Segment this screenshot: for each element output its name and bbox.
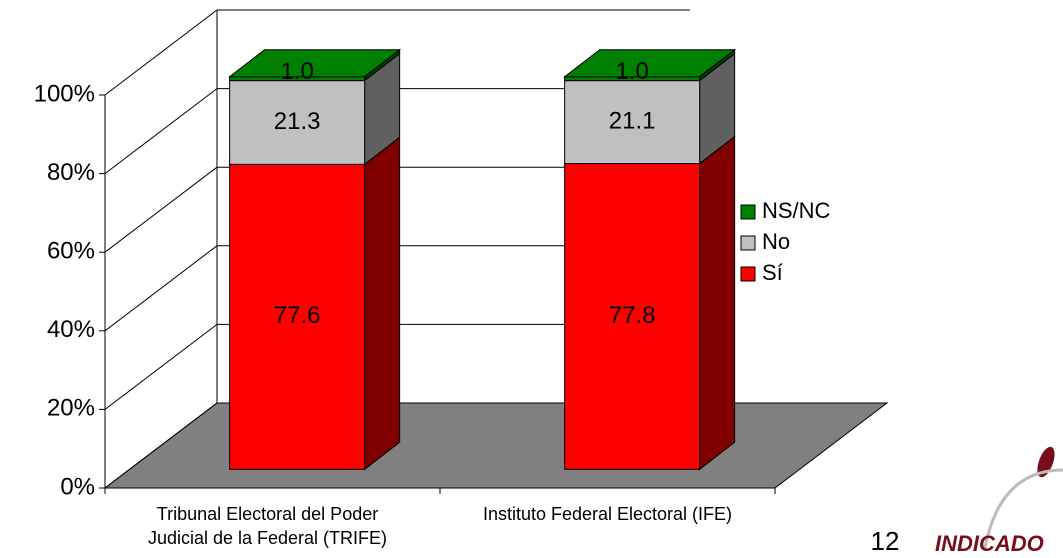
- bar: [564, 163, 701, 470]
- value-label: 21.1: [609, 107, 656, 134]
- wall-edge: [104, 402, 218, 489]
- y-tick-label: 0%: [60, 473, 95, 500]
- legend-swatch: [740, 266, 756, 282]
- legend-label: No: [762, 229, 790, 254]
- grid-line-side: [104, 9, 218, 96]
- floor: [103, 402, 889, 489]
- legend-label: Sí: [762, 260, 783, 285]
- value-label: 1.0: [280, 58, 313, 85]
- bar: [229, 80, 366, 165]
- bar-top: [563, 49, 737, 78]
- x-tick-label: Tribunal Electoral del Poder Judicial de…: [147, 504, 388, 548]
- legend-swatch: [740, 235, 756, 251]
- logo-mark: [1037, 446, 1055, 478]
- grid-line-side: [104, 88, 218, 174]
- legend-swatch: [740, 204, 756, 220]
- logo-text: INDICADO: [935, 531, 1044, 556]
- bar: [229, 163, 366, 470]
- value-label: 77.8: [609, 302, 656, 329]
- bar: [564, 80, 701, 165]
- bar-top: [228, 49, 402, 78]
- bar-side: [364, 136, 401, 471]
- grid-line-side: [104, 166, 218, 253]
- y-tick-label: 20%: [47, 395, 95, 422]
- page-number: 12: [871, 526, 900, 556]
- y-tick-label: 40%: [47, 316, 95, 343]
- grid-line-side: [104, 245, 218, 332]
- y-tick-label: 60%: [47, 238, 95, 265]
- grid-line-side: [104, 324, 218, 410]
- y-tick-label: 80%: [47, 159, 95, 186]
- y-tick-label: 100%: [34, 80, 95, 107]
- value-label: 1.0: [615, 58, 648, 85]
- legend-label: NS/NC: [762, 198, 831, 223]
- logo-swoosh: [983, 468, 1063, 549]
- value-label: 77.6: [274, 302, 321, 329]
- bar-side: [699, 135, 736, 471]
- x-tick-label: Instituto Federal Electoral (IFE): [482, 504, 733, 524]
- value-label: 21.3: [274, 108, 321, 135]
